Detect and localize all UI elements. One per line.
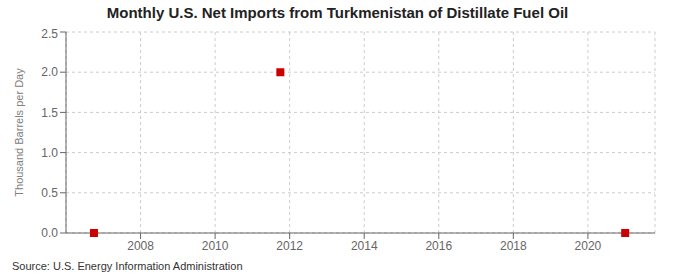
svg-text:Thousand Barrels per Day: Thousand Barrels per Day [13, 68, 25, 197]
svg-text:2012: 2012 [276, 239, 303, 253]
svg-text:2014: 2014 [351, 239, 378, 253]
svg-text:0.0: 0.0 [41, 226, 58, 240]
svg-text:2.5: 2.5 [41, 27, 58, 41]
html-text:Monthly U.S. Net Imports from: Monthly U.S. Net Imports from Turkmenist… [106, 4, 569, 21]
svg-text:2008: 2008 [127, 239, 154, 253]
svg-text:2.0: 2.0 [41, 65, 58, 79]
svg-text:2010: 2010 [202, 239, 229, 253]
svg-text:2016: 2016 [425, 239, 452, 253]
svg-text:2020: 2020 [575, 239, 602, 253]
svg-text:1.5: 1.5 [41, 106, 58, 120]
svg-text:0.5: 0.5 [41, 186, 58, 200]
svg-text:1.0: 1.0 [41, 146, 58, 160]
svg-text:2018: 2018 [500, 239, 527, 253]
html-text:Source: U.S. Energy Informatio: Source: U.S. Energy Information Administ… [12, 260, 243, 272]
